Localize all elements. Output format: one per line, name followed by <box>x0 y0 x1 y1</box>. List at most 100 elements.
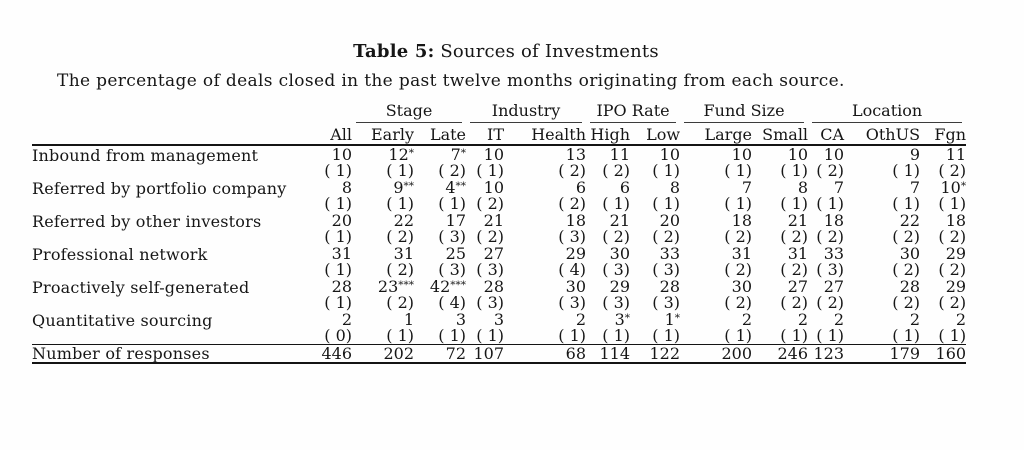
cell-se: ( 2) <box>724 227 753 246</box>
column-header-all: All <box>300 126 352 146</box>
cell-se: ( 1) <box>780 161 809 180</box>
cell-value: 8 <box>669 178 681 197</box>
cell-se: ( 3) <box>652 260 681 279</box>
cell-value: 22 <box>393 211 414 230</box>
significance-stars: * <box>460 147 467 159</box>
group-header-fund-size: Fund Size <box>680 102 808 126</box>
cell-value: 8 <box>341 178 352 197</box>
cell-value: 28 <box>331 277 352 296</box>
cell-value: 27 <box>483 244 505 263</box>
cell-se: ( 1) <box>602 326 631 345</box>
cell-value: 30 <box>609 244 631 263</box>
cell-se: ( 3) <box>438 260 467 279</box>
significance-stars: * <box>408 147 414 159</box>
data-cell: 8( 1) <box>630 179 680 212</box>
data-cell: 42***( 4) <box>414 278 466 311</box>
column-header-low: Low <box>630 126 681 146</box>
cell-se: ( 1) <box>438 194 467 213</box>
data-cell: 6( 1) <box>586 179 630 212</box>
cell-se: ( 2) <box>724 293 753 312</box>
data-cell: 33( 3) <box>630 245 680 278</box>
group-header-location: Location <box>808 102 966 126</box>
data-cell: 29( 4) <box>504 245 586 278</box>
data-cell: 28( 3) <box>630 278 680 311</box>
cell-value: 42*** <box>429 277 467 296</box>
cell-value: 2 <box>909 310 921 329</box>
data-cell: 1( 1) <box>352 311 414 345</box>
cell-value: 31 <box>731 244 753 263</box>
group-header-industry: Industry <box>466 102 586 126</box>
cell-se: ( 1) <box>780 194 809 213</box>
cell-value: 28 <box>659 277 681 296</box>
data-cell: 13( 2) <box>504 145 586 179</box>
cell-value: 10* <box>940 178 967 197</box>
row-label: Quantitative sourcing <box>32 311 213 330</box>
cell-value: 25 <box>445 244 467 263</box>
cell-se: ( 2) <box>816 227 845 246</box>
group-header-ipo-rate: IPO Rate <box>586 102 680 126</box>
cell-value: 10 <box>659 145 681 164</box>
footer-value: 179 <box>844 344 921 364</box>
cell-value: 20 <box>659 211 681 230</box>
data-cell: 27( 3) <box>466 245 504 278</box>
cell-value: 30 <box>565 277 587 296</box>
cell-se: ( 1) <box>386 161 414 180</box>
cell-value: 4** <box>445 178 467 197</box>
cell-value: 7 <box>741 178 753 197</box>
cell-value: 8 <box>797 178 809 197</box>
column-header-small: Small <box>752 126 809 146</box>
cell-value: 10 <box>483 178 505 197</box>
cell-value: 33 <box>823 244 845 263</box>
cell-value: 2 <box>955 310 967 329</box>
data-cell: 3*( 1) <box>586 311 630 345</box>
cell-value: 6 <box>575 178 587 197</box>
cell-se: ( 1) <box>324 161 352 180</box>
data-cell: 7( 1) <box>680 179 752 212</box>
data-cell: 11( 2) <box>920 145 966 179</box>
data-cell: 25( 3) <box>414 245 466 278</box>
cell-se: ( 2) <box>558 194 587 213</box>
cell-se: ( 2) <box>438 161 467 180</box>
cell-value: 11 <box>945 145 967 164</box>
data-cell: 10( 2) <box>808 145 844 179</box>
cell-se: ( 1) <box>724 326 753 345</box>
cell-se: ( 2) <box>938 260 967 279</box>
column-header-early: Early <box>352 126 414 146</box>
data-cell: 3( 1) <box>414 311 466 345</box>
table-row: Quantitative sourcing 2( 0) 1( 1) 3( 1) 3( 1… <box>32 311 966 345</box>
data-cell: 7*( 2) <box>414 145 466 179</box>
data-cell: 30( 3) <box>504 278 586 311</box>
cell-value: 3* <box>614 310 631 329</box>
cell-se: ( 1) <box>724 194 753 213</box>
cell-value: 22 <box>899 211 921 230</box>
data-cell: 18( 2) <box>920 212 966 245</box>
cell-se: ( 2) <box>780 293 809 312</box>
cell-value: 27 <box>823 277 845 296</box>
cell-se: ( 2) <box>816 293 845 312</box>
cell-se: ( 1) <box>652 194 681 213</box>
footer-value: 246 <box>752 344 809 364</box>
data-cell: 17( 3) <box>414 212 466 245</box>
cell-se: ( 1) <box>892 161 921 180</box>
data-cell: 33( 3) <box>808 245 844 278</box>
row-label: Proactively self-generated <box>32 278 250 297</box>
cell-se: ( 1) <box>602 194 631 213</box>
cell-se: ( 2) <box>938 227 967 246</box>
table-row: Referred by other investors 20( 1) 22( 2) 1… <box>32 212 966 245</box>
data-cell: 2( 1) <box>752 311 808 345</box>
cell-se: ( 2) <box>780 260 809 279</box>
cell-value: 20 <box>331 211 352 230</box>
cell-se: ( 1) <box>476 161 505 180</box>
row-label: Inbound from management <box>32 146 259 165</box>
group-header-spacer <box>32 102 352 126</box>
footer-value: 446 <box>300 344 352 364</box>
data-cell: 8( 1) <box>752 179 808 212</box>
cell-value: 30 <box>731 277 753 296</box>
cell-se: ( 1) <box>892 326 921 345</box>
table-number: Table 5: <box>353 41 435 62</box>
table-subtitle: The percentage of deals closed in the pa… <box>57 71 845 91</box>
cell-se: ( 2) <box>386 293 414 312</box>
cell-se: ( 1) <box>724 161 753 180</box>
data-cell: 29( 2) <box>920 278 966 311</box>
footer-value: 160 <box>920 344 967 364</box>
